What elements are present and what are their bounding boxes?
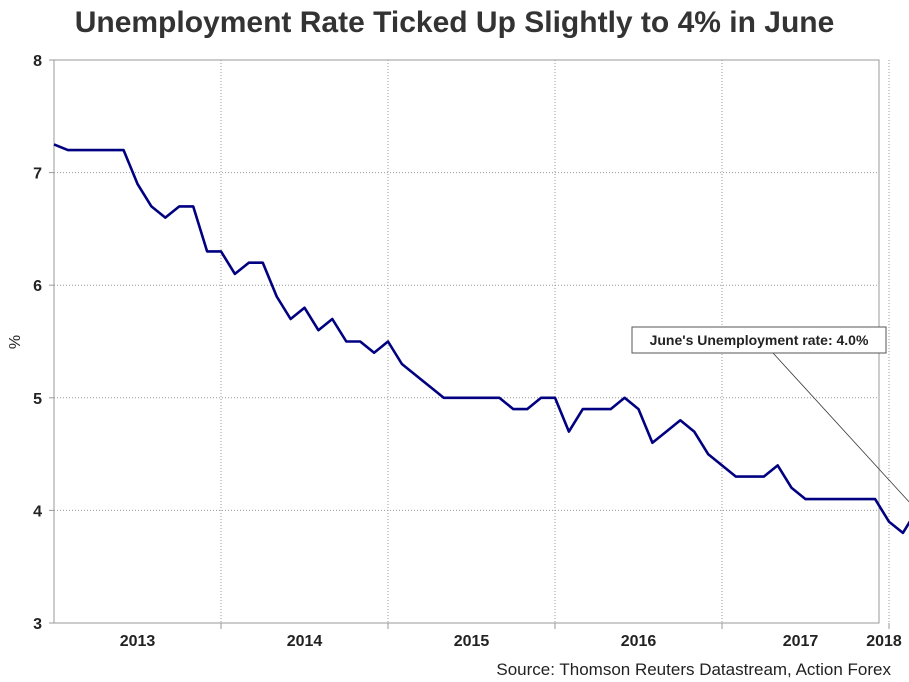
x-tick-label: 2013 bbox=[120, 633, 156, 650]
x-tick-label: 2016 bbox=[621, 633, 657, 650]
y-tick-label: 5 bbox=[33, 391, 42, 408]
source-note: Source: Thomson Reuters Datastream, Acti… bbox=[496, 660, 891, 679]
y-tick-label: 7 bbox=[33, 166, 42, 183]
y-tick-label: 6 bbox=[33, 278, 42, 295]
annotation-layer: June's Unemployment rate: 4.0% bbox=[631, 326, 909, 503]
y-tick-label: 8 bbox=[33, 53, 42, 70]
chart-title: Unemployment Rate Ticked Up Slightly to … bbox=[74, 6, 835, 39]
y-tick-label: 4 bbox=[33, 503, 42, 520]
x-tick-label: 2017 bbox=[783, 633, 819, 650]
axis-layer: 3 4 5 6 7 8 2013 2014 2015 2016 2017 2018 bbox=[33, 53, 902, 650]
x-tick-label: 2014 bbox=[287, 633, 323, 650]
x-tick-label: 2015 bbox=[454, 633, 490, 650]
annotation-label: June's Unemployment rate: 4.0% bbox=[650, 332, 869, 348]
annotation-box bbox=[631, 326, 887, 354]
annotation-leader bbox=[772, 352, 909, 503]
series-line bbox=[53, 143, 909, 535]
y-axis-label: % bbox=[7, 335, 24, 349]
x-tick-label: 2018 bbox=[866, 633, 902, 650]
grid-layer bbox=[54, 60, 890, 623]
y-tick-label: 3 bbox=[33, 616, 42, 633]
series-layer bbox=[53, 143, 909, 535]
